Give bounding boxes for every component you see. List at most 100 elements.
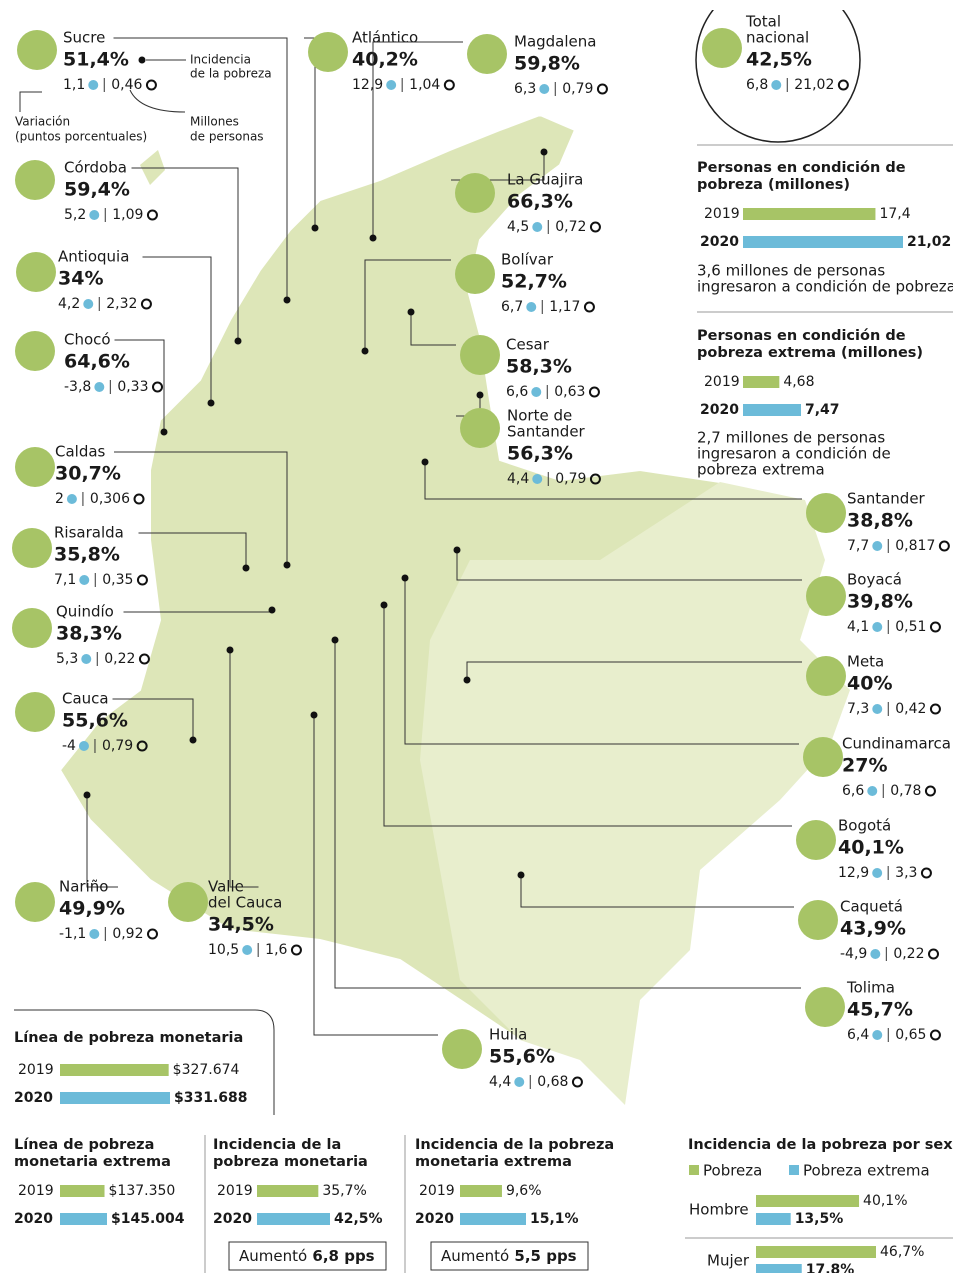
millions-ring [140, 298, 152, 310]
legend-swatch [689, 1165, 699, 1175]
incidence: 59,8% [514, 53, 580, 75]
bubble [15, 447, 55, 487]
department-name: Cauca [62, 690, 109, 708]
dot [407, 308, 415, 316]
panel-note: pobreza extrema [697, 461, 825, 479]
sex-name: Hombre [689, 1201, 749, 1219]
millions-ring [589, 221, 601, 233]
bubble [806, 493, 846, 533]
variation-dot [83, 299, 94, 309]
panel-title: pobreza extrema (millones) [697, 345, 923, 361]
millions-ring [588, 386, 600, 398]
total-ring [695, 10, 861, 143]
bubble [15, 160, 55, 200]
millions: 3,3 [895, 865, 917, 881]
bar [60, 1092, 170, 1104]
variation-dot [81, 654, 92, 664]
millions: 0,51 [895, 619, 926, 635]
panel-title: Incidencia de la pobreza [415, 1137, 614, 1153]
bar [60, 1185, 105, 1197]
year: 2019 [704, 206, 740, 222]
millions-ring [589, 473, 601, 485]
department-name: Cundinamarca [842, 735, 951, 753]
legend-text: de personas [190, 130, 264, 144]
incidence: 34% [58, 268, 103, 290]
sex-name: Mujer [707, 1252, 750, 1270]
millions: 0,22 [104, 651, 135, 667]
millions: 0,306 [90, 491, 130, 507]
bar-label: 46,7% [880, 1244, 924, 1260]
panel-note: ingresaron a condición de [697, 445, 891, 463]
bar-label: 4,68 [783, 374, 814, 390]
bar-label: 7,47 [805, 402, 840, 418]
year: 2019 [217, 1183, 253, 1199]
variation: 7,3 [847, 701, 869, 717]
millions-ring [571, 1076, 583, 1088]
bar [743, 236, 903, 248]
year: 2019 [18, 1183, 54, 1199]
department-name: Santander [847, 490, 926, 508]
variation-dot [66, 494, 77, 504]
millions-ring [924, 785, 936, 797]
leader-line [520, 875, 794, 908]
year: 2020 [14, 1090, 53, 1106]
panel-title: monetaria extrema [14, 1154, 171, 1170]
variation-dot [870, 949, 881, 959]
incidence: 58,3% [506, 356, 572, 378]
millions-ring [290, 944, 302, 956]
millions-ring [145, 79, 157, 91]
variation-dot [872, 1030, 883, 1040]
leader-line [334, 640, 801, 989]
millions-ring [920, 867, 932, 879]
legend-text: Variación [15, 115, 70, 129]
leader-line [113, 37, 288, 300]
dot [310, 711, 318, 719]
bar-label: 17,4 [879, 206, 910, 222]
variation: -4,9 [840, 946, 867, 962]
bubble [15, 331, 55, 371]
variation-dot [514, 1077, 525, 1087]
leader-line [313, 715, 438, 1036]
millions-ring [837, 79, 849, 91]
millions: 0,42 [895, 701, 926, 717]
dot [540, 148, 548, 156]
department-name: Atlántico [352, 29, 418, 47]
bar-label: 15,1% [530, 1211, 579, 1227]
change-text: Aumentó [441, 1247, 509, 1265]
panel-title: pobreza monetaria [213, 1154, 368, 1170]
leader-line [383, 605, 792, 827]
bubble [17, 30, 57, 70]
millions: 0,79 [102, 738, 133, 754]
bar-label: 17,8% [806, 1262, 855, 1273]
bar [743, 208, 876, 220]
millions: 0,68 [537, 1074, 568, 1090]
bar-label: 21,02 [907, 234, 951, 250]
dot [242, 564, 250, 572]
variation: 4,4 [489, 1074, 511, 1090]
department-name: La Guajira [507, 171, 583, 189]
variation-dot [872, 704, 883, 714]
total-label: Total [745, 13, 781, 31]
department-name: Magdalena [514, 33, 596, 51]
legend-text: de la pobreza [190, 67, 272, 81]
bar [460, 1213, 526, 1225]
incidence: 38,8% [847, 510, 913, 532]
variation-dot [88, 80, 99, 90]
panel-title: Personas en condición de [697, 328, 906, 344]
incidence: 45,7% [847, 999, 913, 1021]
leader-line [114, 451, 288, 565]
bar [460, 1185, 502, 1197]
millions: 1,17 [549, 299, 580, 315]
incidence: 49,9% [59, 898, 125, 920]
millions-ring [138, 653, 150, 665]
bar-label: $145.004 [111, 1211, 185, 1227]
leader-line [229, 650, 259, 888]
variation-dot [532, 474, 543, 484]
variation-dot [78, 741, 89, 751]
year: 2019 [704, 374, 740, 390]
change-text: 5,5 pps [509, 1247, 576, 1265]
variation-dot [242, 945, 253, 955]
variation-dot [94, 382, 105, 392]
panel-title: Incidencia de la pobreza por sexo [688, 1137, 953, 1153]
